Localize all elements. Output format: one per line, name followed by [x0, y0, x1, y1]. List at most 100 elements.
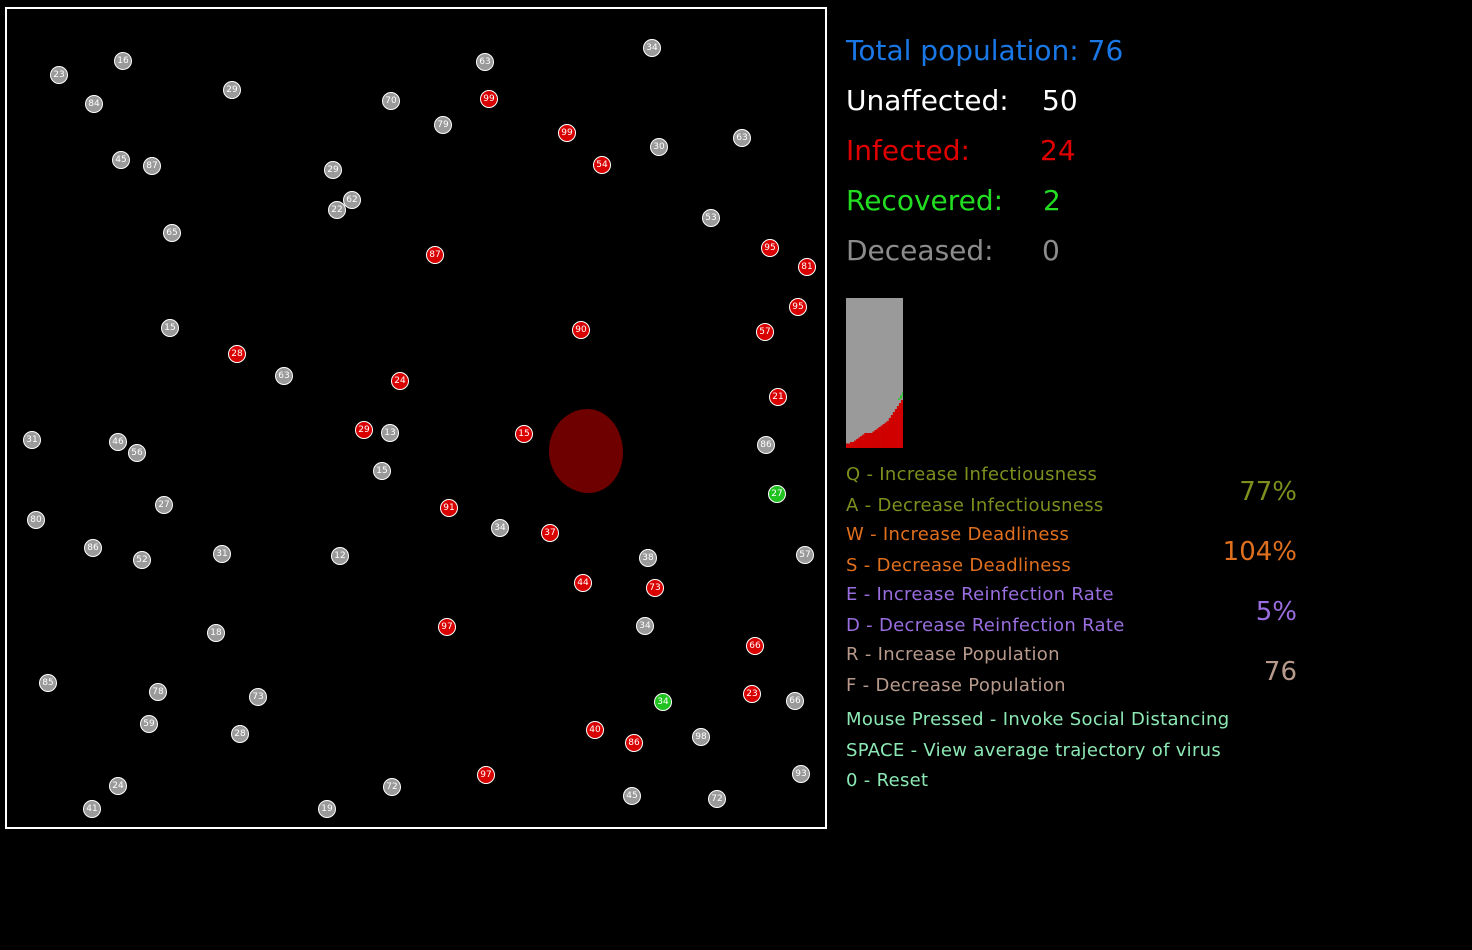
- deceased-label: Deceased:: [846, 234, 994, 267]
- person-infected: 73: [646, 579, 664, 597]
- infected-label: Infected:: [846, 134, 970, 167]
- history-bar-infected: [874, 430, 877, 448]
- history-bar-infected: [868, 433, 871, 448]
- population-value: 76: [1263, 657, 1297, 687]
- history-bar-infected: [866, 433, 869, 448]
- person-unaffected: 65: [163, 224, 181, 242]
- total-population-value: 76: [1087, 34, 1124, 67]
- history-bar-infected: [898, 403, 902, 448]
- person-unaffected: 34: [491, 519, 509, 537]
- person-unaffected: 46: [109, 433, 127, 451]
- control-decrease-infectiousness: A - Decrease Infectiousness: [846, 495, 1104, 516]
- history-bar-infected: [860, 436, 863, 448]
- person-unaffected: 31: [23, 431, 41, 449]
- unaffected-label: Unaffected:: [846, 84, 1009, 117]
- person-unaffected: 15: [161, 319, 179, 337]
- control-decrease-reinfection: D - Decrease Reinfection Rate: [846, 615, 1125, 636]
- person-infected: 86: [625, 734, 643, 752]
- person-unaffected: 59: [140, 715, 158, 733]
- history-bar-infected: [858, 437, 861, 448]
- person-unaffected: 18: [207, 624, 225, 642]
- person-unaffected: 13: [381, 424, 399, 442]
- person-unaffected: 93: [792, 765, 810, 783]
- person-unaffected: 29: [324, 161, 342, 179]
- history-bar-recovered: [898, 398, 900, 400]
- person-unaffected: 72: [383, 778, 401, 796]
- person-infected: 54: [593, 156, 611, 174]
- control-social-distancing: Mouse Pressed - Invoke Social Distancing: [846, 709, 1230, 730]
- person-unaffected: 45: [623, 787, 641, 805]
- person-infected: 44: [574, 574, 592, 592]
- history-bar-infected: [890, 415, 894, 448]
- person-infected: 90: [572, 321, 590, 339]
- person-unaffected: 23: [50, 66, 68, 84]
- person-unaffected: 57: [796, 546, 814, 564]
- history-bar-infected: [896, 406, 900, 448]
- unaffected-value: 50: [1042, 84, 1078, 117]
- person-unaffected: 86: [757, 436, 775, 454]
- control-increase-population: R - Increase Population: [846, 644, 1060, 665]
- history-bar-infected: [894, 409, 898, 448]
- history-bar-infected: [852, 442, 855, 448]
- person-unaffected: 63: [275, 367, 293, 385]
- history-bar-infected: [884, 422, 888, 448]
- total-population-stat: Total population: 76: [846, 34, 1123, 67]
- person-unaffected: 28: [231, 725, 249, 743]
- history-bar-infected: [854, 440, 857, 448]
- person-unaffected: 27: [155, 496, 173, 514]
- person-infected: 81: [798, 258, 816, 276]
- person-unaffected: 19: [318, 800, 336, 818]
- deceased-stat: Deceased: 0: [846, 234, 1146, 267]
- control-decrease-population: F - Decrease Population: [846, 675, 1066, 696]
- recovered-label: Recovered:: [846, 184, 1004, 217]
- person-infected: 29: [355, 421, 373, 439]
- infected-stat: Infected: 24: [846, 134, 1146, 167]
- history-bar-infected: [888, 418, 892, 448]
- person-infected: 21: [769, 388, 787, 406]
- deadliness-value: 104%: [1222, 537, 1297, 567]
- population-history-graph: [846, 298, 903, 448]
- control-reset: 0 - Reset: [846, 770, 929, 791]
- person-infected: 99: [480, 90, 498, 108]
- recovered-value: 2: [1043, 184, 1061, 217]
- history-bar-infected: [878, 427, 881, 448]
- person-unaffected: 41: [83, 800, 101, 818]
- history-bar-infected: [876, 428, 879, 448]
- history-bar-infected: [856, 439, 859, 448]
- history-bar-infected: [882, 424, 885, 448]
- person-unaffected: 31: [213, 545, 231, 563]
- person-unaffected: 66: [786, 692, 804, 710]
- person-unaffected: 79: [434, 116, 452, 134]
- person-unaffected: 30: [650, 138, 668, 156]
- person-unaffected: 87: [143, 157, 161, 175]
- person-unaffected: 15: [373, 462, 391, 480]
- simulation-canvas[interactable]: 23 16 84 29 63 34 70 99 79 99 63 45 87 29 30 54 62 22 53 65…: [5, 7, 827, 829]
- person-infected: 99: [558, 124, 576, 142]
- history-bar-infected: [864, 433, 867, 448]
- person-unaffected: 80: [27, 511, 45, 529]
- person-infected: 40: [586, 721, 604, 739]
- person-infected: 97: [438, 618, 456, 636]
- recovered-stat: Recovered: 2: [846, 184, 1146, 217]
- history-bar-infected: [848, 443, 851, 448]
- person-infected: 95: [761, 239, 779, 257]
- person-unaffected: 45: [112, 151, 130, 169]
- person-infected: 87: [426, 246, 444, 264]
- reinfection-value: 5%: [1255, 597, 1297, 627]
- history-bar-infected: [850, 442, 853, 448]
- history-bar-recovered: [902, 392, 903, 396]
- person-unaffected: 24: [109, 777, 127, 795]
- person-unaffected: 52: [133, 551, 151, 569]
- person-infected: 24: [391, 372, 409, 390]
- infected-value: 24: [1040, 134, 1076, 167]
- person-unaffected: 84: [85, 95, 103, 113]
- history-bar-infected: [862, 434, 865, 448]
- person-unaffected: 16: [114, 52, 132, 70]
- history-bar-infected: [872, 431, 875, 448]
- unaffected-stat: Unaffected: 50: [846, 84, 1146, 117]
- control-increase-infectiousness: Q - Increase Infectiousness: [846, 464, 1098, 485]
- person-infected: 91: [440, 499, 458, 517]
- person-unaffected: 29: [223, 81, 241, 99]
- person-infected: 97: [477, 766, 495, 784]
- person-unaffected: 63: [733, 129, 751, 147]
